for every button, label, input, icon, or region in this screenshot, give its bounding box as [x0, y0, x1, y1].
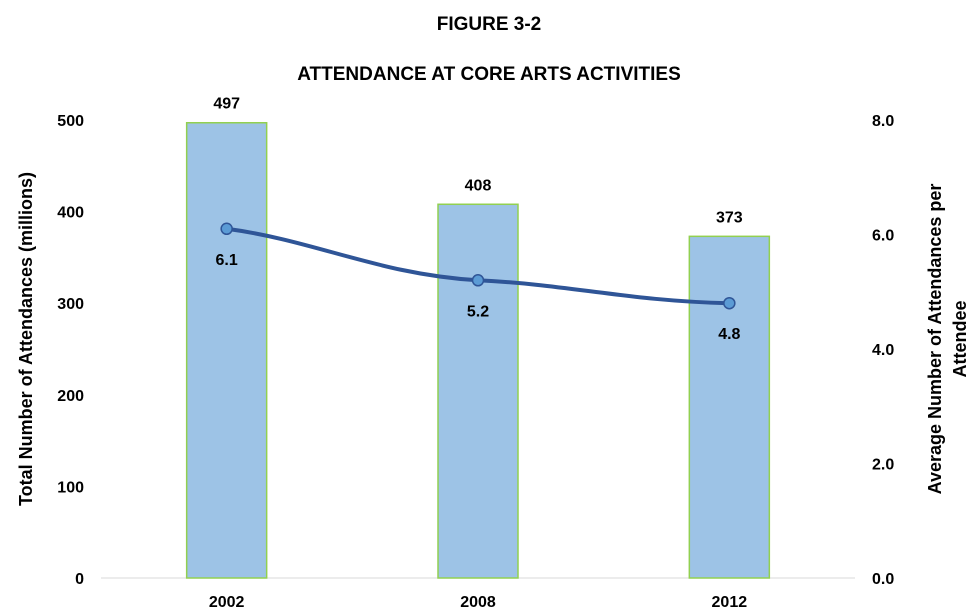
bar-value-label: 408 — [465, 177, 492, 194]
y-left-tick-label: 200 — [57, 388, 84, 405]
line-value-label: 6.1 — [216, 252, 238, 269]
bar-value-label: 373 — [716, 209, 743, 226]
y-left-tick-label: 0 — [75, 571, 84, 588]
y-right-tick-label: 8.0 — [872, 113, 894, 130]
x-tick-label: 2012 — [712, 594, 748, 611]
y-right-tick-label: 2.0 — [872, 457, 894, 474]
y-right-axis-title-line: Attendee — [950, 300, 970, 377]
y-left-tick-label: 100 — [57, 479, 84, 496]
bar-value-label: 497 — [213, 96, 240, 113]
x-tick-label: 2002 — [209, 594, 245, 611]
y-left-axis-title: Total Number of Attendances (millions) — [16, 172, 36, 506]
y-right-tick-label: 4.0 — [872, 342, 894, 359]
y-right-axis-title-line: Average Number of Attendances per — [925, 184, 945, 495]
line-value-label: 4.8 — [718, 326, 740, 343]
line-value-label: 5.2 — [467, 303, 489, 320]
bar — [688, 235, 771, 579]
line-point — [723, 296, 736, 310]
bar — [185, 121, 268, 579]
y-right-tick-label: 6.0 — [872, 228, 894, 245]
y-left-tick-label: 400 — [57, 205, 84, 222]
line-point — [471, 274, 485, 287]
y-left-tick-label: 300 — [57, 296, 84, 313]
y-left-tick-label: 500 — [57, 113, 84, 130]
figure-label: FIGURE 3-2 — [436, 14, 542, 35]
bar — [437, 203, 519, 579]
y-right-tick-label: 0.0 — [872, 571, 894, 588]
x-tick-label: 2008 — [460, 594, 496, 611]
chart-title: ATTENDANCE AT CORE ARTS ACTIVITIES — [297, 64, 681, 85]
line-point — [220, 222, 233, 236]
